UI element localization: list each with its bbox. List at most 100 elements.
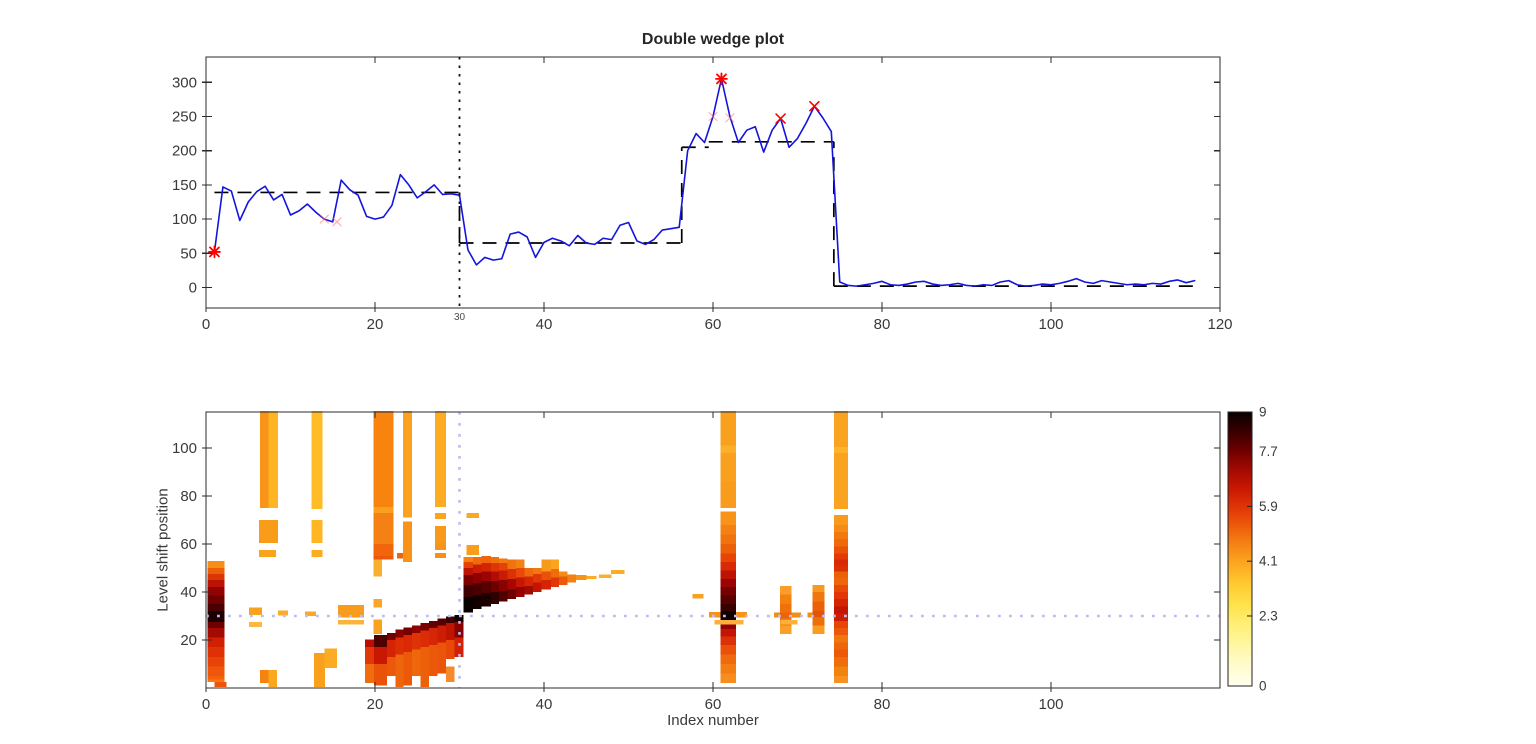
heatmap-bar-segment [598, 574, 612, 579]
heatmap-bar-segment [833, 592, 849, 600]
heatmap-bar-segment [812, 601, 825, 612]
heatmap-bar-segment [207, 568, 225, 574]
heatmap-bar-segment [207, 587, 225, 596]
x-tick-label: 120 [1207, 316, 1232, 333]
heatmap-bar-segment [720, 481, 736, 508]
heatmap-bar-segment [720, 654, 736, 664]
heatmap-bar-segment [373, 512, 394, 544]
heatmap-bar-segment [396, 553, 403, 559]
heatmap-bar-segment [403, 627, 413, 636]
heatmap-bar-segment [499, 558, 508, 564]
heatmap-bar-segment [720, 622, 736, 630]
colorbar-tick-label: 7.7 [1259, 444, 1278, 459]
heatmap-bar-segment [373, 619, 382, 634]
x-tick-label: 20 [367, 316, 384, 333]
heatmap-bar-segment [207, 595, 225, 604]
heatmap-bar-segment [499, 590, 508, 602]
heatmap-bar-segment [364, 639, 375, 648]
heatmap-bar-segment [420, 647, 430, 687]
colorbar-tick-label: 0 [1259, 679, 1267, 694]
heatmap-bar-segment [473, 583, 482, 596]
heatmap-bar-segment [516, 587, 525, 597]
heatmap-bar-segment [214, 681, 227, 687]
colorbar-tick-label: 9 [1259, 405, 1267, 420]
heatmap-bar-segment [490, 581, 500, 592]
heatmap-bar-segment [481, 556, 491, 564]
bottom-plot-axes [202, 411, 1221, 692]
heatmap-bar-segment [812, 617, 825, 626]
heatmap-bar-segment [337, 619, 365, 625]
heatmap-bar-segment [499, 580, 508, 591]
heatmap-bar-segment [499, 570, 508, 580]
heatmap-bar-segment [207, 560, 225, 568]
heatmap-bar-segment [473, 572, 482, 584]
heatmap-bar-segment [386, 632, 396, 640]
heatmap-bar-segment [277, 610, 288, 616]
heatmap-bar-segment [324, 648, 337, 669]
heatmap-bar-segment [499, 563, 508, 571]
top-plot-axes-tick-labels: 0 20 40 60 80 100 120 0 50 100 150 200 250 300 [172, 74, 1233, 333]
heatmap-bar-segment [720, 595, 736, 604]
heatmap-bar-segment [507, 559, 517, 570]
heatmap-bar-segment [524, 586, 534, 595]
heatmap-bar-segment [207, 622, 225, 628]
y-tick-label: 80 [180, 488, 197, 505]
heatmap-bar-segment [364, 647, 375, 664]
heatmap-bar-segment [779, 625, 792, 634]
heatmap-bar-segment [833, 656, 849, 667]
heatmap-bar-segment [395, 629, 404, 638]
bottom-plot-axes-tick-labels: 0 20 40 60 80 100 20 40 60 80 100 [172, 440, 1064, 713]
heatmap-bar-segment [420, 623, 430, 631]
heatmap-bar-segment [364, 664, 375, 684]
heatmap-bar-segment [720, 544, 736, 554]
heatmap-bar-segment [373, 544, 394, 556]
heatmap-bar-segment [812, 611, 825, 618]
heatmap-bar-segment [466, 513, 479, 518]
heatmap-bar-segment [429, 628, 438, 645]
outlier-marker-star [715, 72, 728, 86]
outlier-marker-x [775, 113, 786, 124]
heatmap-bar-segment [833, 524, 849, 532]
heatmap-bar-segment [463, 562, 474, 568]
heatmap-bar-segment [720, 611, 736, 622]
heatmap-bar-segment [507, 589, 517, 600]
heatmap-bar-segment [434, 553, 446, 558]
heatmap-bar-segment [434, 512, 446, 519]
heatmap-bar-segment [429, 644, 438, 676]
heatmap-bar-segment [249, 607, 262, 615]
heatmap-bar-segment [720, 644, 736, 655]
heatmap-bar-segment [779, 604, 792, 613]
heatmap-bar-segment [550, 577, 560, 588]
heatmap-bar-segment [833, 635, 849, 643]
heatmap-bar-segment [779, 585, 792, 595]
heatmap-bar-segment [812, 592, 825, 602]
heatmap-bar-segment [490, 556, 500, 564]
heatmap-bar-segment [402, 410, 413, 518]
heatmap-bar-segment [429, 620, 438, 628]
outlier-markers [208, 72, 820, 259]
x-tick-label: 0 [202, 316, 210, 333]
crosshair [206, 412, 1220, 688]
heatmap-bar-segment [481, 563, 491, 572]
heatmap-bar-segment [720, 570, 736, 579]
heatmap-bar-segment [516, 559, 525, 568]
changepoint-tick-label: 30 [454, 312, 466, 323]
x-tick-label: 100 [1038, 316, 1063, 333]
y-axis-label: Level shift position [154, 488, 172, 612]
heatmap-bar-segment [374, 635, 387, 648]
heatmap-bar-segment [259, 520, 278, 543]
x-tick-label: 60 [705, 696, 722, 713]
heatmap-bar-segment [720, 673, 736, 684]
heatmap-bar-segment [437, 642, 446, 674]
heatmap-bar-segment [720, 410, 736, 446]
heatmap-bar-segment [434, 410, 446, 507]
heatmap-bar-segment [454, 615, 464, 622]
heatmap-bar-segment [386, 640, 396, 657]
heatmap-bar-segment [490, 571, 500, 582]
outlier-marker-x [332, 217, 342, 227]
heatmap-bar-segment [395, 637, 404, 655]
x-tick-label: 40 [536, 316, 553, 333]
heatmap-bar-segment [833, 410, 849, 447]
